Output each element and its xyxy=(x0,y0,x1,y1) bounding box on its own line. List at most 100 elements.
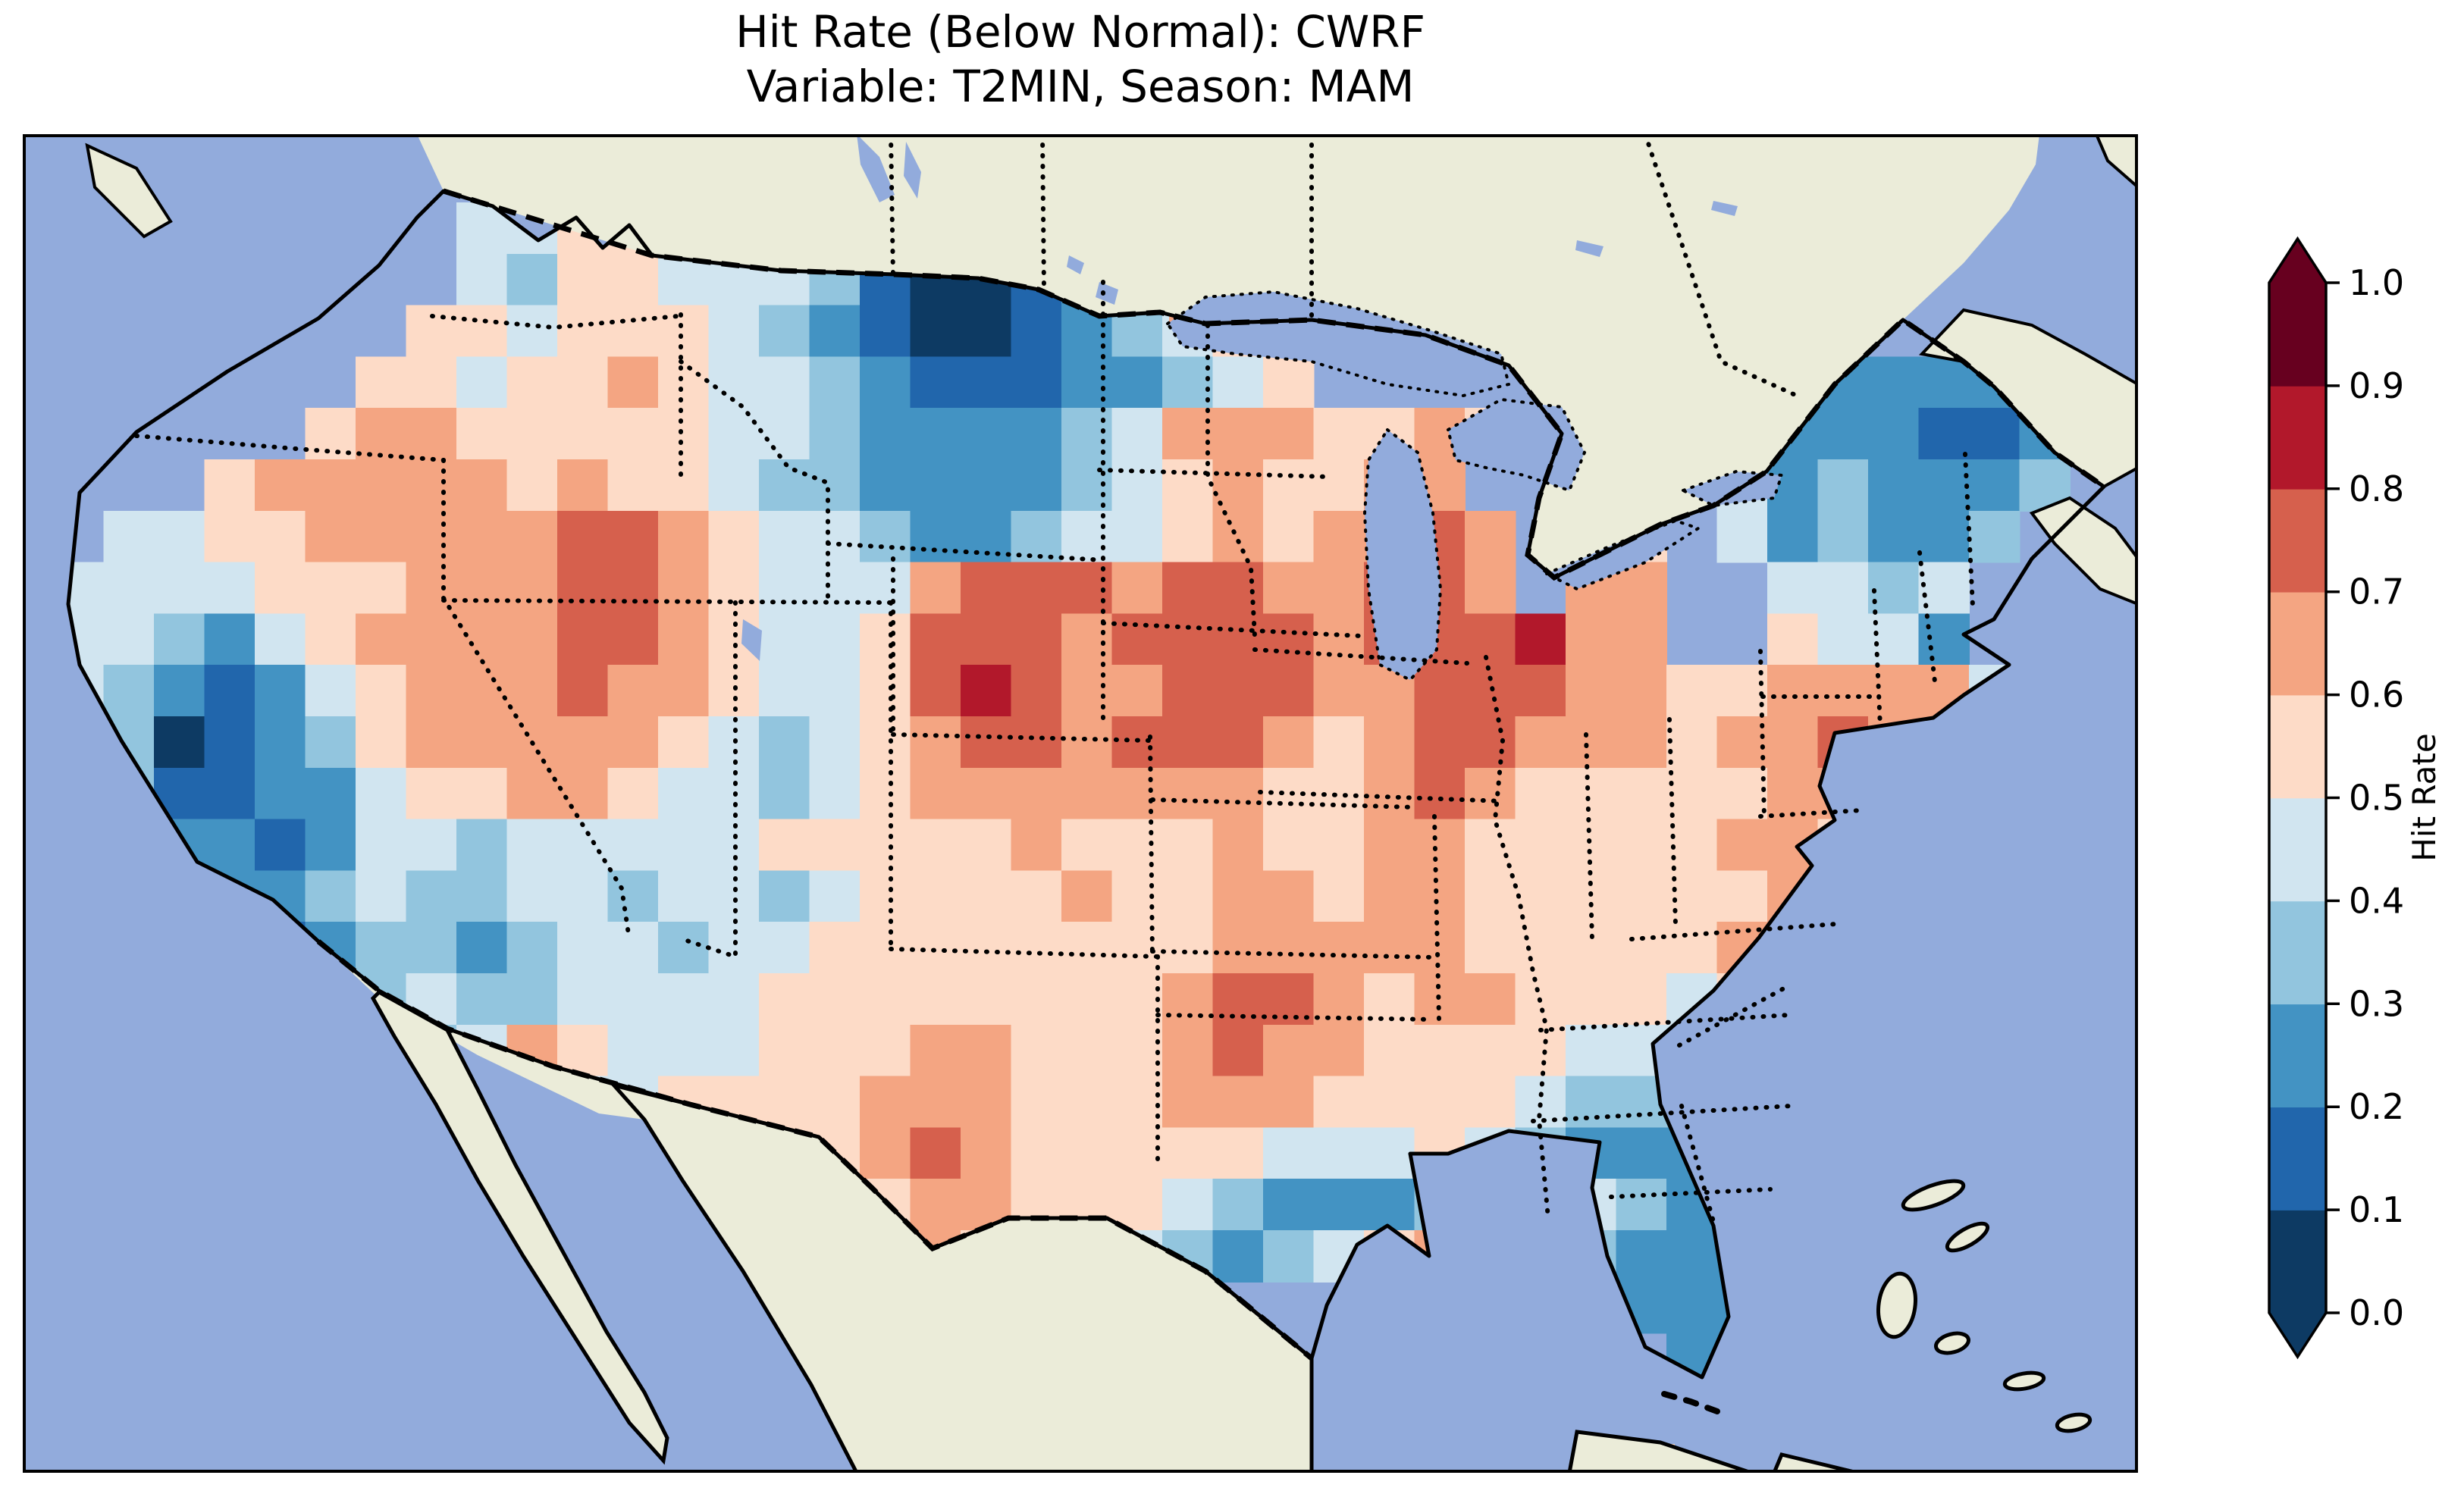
hit-rate-cell xyxy=(1364,1076,1415,1129)
hit-rate-cell xyxy=(910,1024,961,1077)
hit-rate-cell xyxy=(1414,665,1466,717)
hit-rate-cell xyxy=(809,665,861,717)
hit-rate-cell xyxy=(506,819,558,872)
hit-rate-cell xyxy=(1263,459,1315,512)
hit-rate-cell xyxy=(1414,716,1466,769)
hit-rate-cell xyxy=(557,870,609,923)
hit-rate-cell xyxy=(406,922,457,974)
hit-rate-cell xyxy=(557,767,609,820)
colorbar-tick-label: 0.6 xyxy=(2349,675,2404,716)
hit-rate-cell xyxy=(356,408,407,460)
hit-rate-cell xyxy=(1566,1076,1617,1129)
hit-rate-cell xyxy=(1716,716,1768,769)
state-border-line xyxy=(1629,922,1839,941)
hit-rate-cell xyxy=(1313,1179,1365,1231)
colorbar-extend-arrow-bottom xyxy=(2269,1313,2326,1357)
hit-rate-cell xyxy=(1716,870,1768,923)
hit-rate-cell xyxy=(1111,767,1163,820)
hit-rate-cell xyxy=(1011,356,1062,409)
hit-rate-cell xyxy=(1212,510,1264,563)
colorbar-svg: 1.0 0.9 0.8 0.7 0.6 0.5 0.4 0.3 0.2 0.1 0.0 Hit Rat… xyxy=(2268,236,2443,1360)
hit-rate-cell xyxy=(506,665,558,717)
hit-rate-cell xyxy=(154,510,205,563)
hit-rate-cell xyxy=(860,613,911,666)
hit-rate-cell xyxy=(1162,767,1214,820)
hit-rate-cell xyxy=(1111,613,1163,666)
hit-rate-cell xyxy=(1465,510,1516,563)
hit-rate-cell xyxy=(406,408,457,460)
hit-rate-cell xyxy=(557,408,609,460)
hit-rate-cell xyxy=(961,356,1012,409)
hit-rate-cell xyxy=(356,356,407,409)
hit-rate-cell xyxy=(1918,459,1970,512)
state-border-line xyxy=(1677,982,1793,1048)
colorbar-segment xyxy=(2269,1210,2326,1314)
hit-rate-cell xyxy=(103,665,155,717)
hit-rate-cell xyxy=(809,973,861,1026)
hit-rate-cell xyxy=(406,665,457,717)
hit-rate-cell xyxy=(1111,1076,1163,1129)
hit-rate-cell xyxy=(255,665,306,717)
state-border-line xyxy=(1155,1013,1435,1022)
state-border-line xyxy=(1258,790,1505,803)
hit-rate-cell xyxy=(759,408,810,460)
hit-rate-cell xyxy=(506,510,558,563)
hit-rate-cell xyxy=(1011,1024,1062,1077)
map-frame-border xyxy=(23,134,2138,1473)
hit-rate-cell xyxy=(1515,767,1566,820)
hit-rate-cell xyxy=(1313,819,1365,872)
colorbar-segment xyxy=(2269,488,2326,593)
hit-rate-cell xyxy=(456,562,508,615)
colorbar-segment xyxy=(2269,591,2326,696)
state-border-line xyxy=(891,732,1152,743)
hit-rate-cell xyxy=(860,356,911,409)
hit-rate-cell xyxy=(1566,665,1617,717)
hit-rate-cell xyxy=(1616,973,1667,1026)
hit-rate-cell xyxy=(1616,562,1667,615)
hit-rate-cell xyxy=(456,973,508,1026)
hit-rate-cell xyxy=(910,819,961,872)
hit-rate-cell xyxy=(1616,1230,1667,1283)
hit-rate-cell xyxy=(607,459,659,512)
hit-rate-cell xyxy=(305,613,356,666)
hit-rate-cell xyxy=(607,510,659,563)
state-border-line xyxy=(1963,452,1975,608)
mexico-border-strip xyxy=(318,941,644,1120)
hit-rate-cell xyxy=(154,665,205,717)
hit-rate-cell xyxy=(1212,356,1264,409)
hit-rate-cell xyxy=(103,562,155,615)
hit-rate-cell xyxy=(1162,356,1214,409)
hit-rate-cell xyxy=(506,973,558,1026)
hit-rate-cell xyxy=(406,870,457,923)
hit-rate-cell xyxy=(860,1127,911,1180)
hit-rate-cell xyxy=(809,767,861,820)
hit-rate-cell xyxy=(557,922,609,974)
hit-rate-cell xyxy=(1263,510,1315,563)
hit-rate-cell xyxy=(255,716,306,769)
hit-rate-cell xyxy=(154,562,205,615)
small-lake xyxy=(1711,201,1738,216)
hit-rate-cell xyxy=(406,356,457,409)
hit-rate-cell xyxy=(1364,1179,1415,1231)
hit-rate-cell xyxy=(607,973,659,1026)
hit-rate-cell xyxy=(356,665,407,717)
hit-rate-cell xyxy=(1162,408,1214,460)
hit-rate-cell xyxy=(1162,819,1214,872)
hit-rate-cell xyxy=(607,767,659,820)
hit-rate-cell xyxy=(658,613,710,666)
hit-rate-cell xyxy=(910,1076,961,1129)
hit-rate-cell xyxy=(68,562,105,615)
hit-rate-cell xyxy=(1111,1127,1163,1180)
hit-rate-cell xyxy=(910,1127,961,1180)
hit-rate-cell xyxy=(607,408,659,460)
hit-rate-cell xyxy=(1364,973,1415,1026)
hit-rate-cell xyxy=(456,767,508,820)
hit-rate-cell xyxy=(860,408,911,460)
hit-rate-cell xyxy=(557,973,609,1026)
hit-rate-cell xyxy=(1011,870,1062,923)
figure-title-line1: Hit Rate (Below Normal): CWRF xyxy=(735,6,1425,58)
hit-rate-cell xyxy=(809,1076,861,1129)
map-canvas xyxy=(23,134,2138,1473)
figure-title-line2: Variable: T2MIN, Season: MAM xyxy=(746,61,1415,112)
hit-rate-cell xyxy=(1465,1024,1516,1077)
